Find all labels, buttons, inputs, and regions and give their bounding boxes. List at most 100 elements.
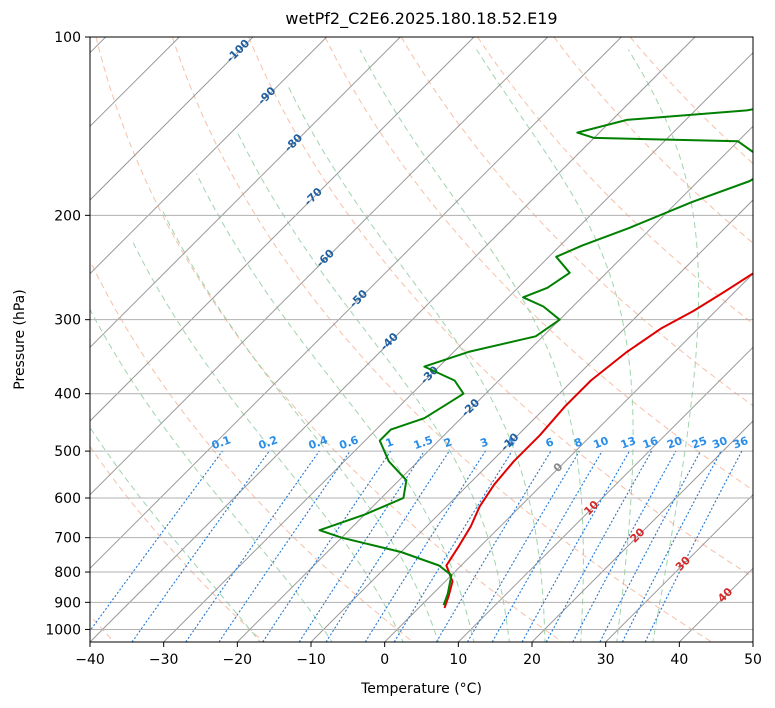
x-tick-label: 40 — [670, 652, 688, 668]
moist-adiabat — [131, 239, 404, 642]
mixing-ratio-line — [218, 450, 351, 642]
y-tick-label: 200 — [54, 208, 81, 224]
mixing-ratio-label: 8 — [572, 435, 584, 450]
mixing-ratio-line — [262, 450, 392, 642]
mixing-ratio-line — [185, 450, 320, 642]
mixing-ratio-label: 20 — [665, 434, 684, 452]
x-tick-label: −20 — [223, 652, 253, 668]
mixing-ratio-line — [364, 450, 486, 642]
mixing-ratio-line — [131, 450, 270, 642]
isotherm-label: -70 — [302, 185, 325, 208]
moist-adiabat — [161, 208, 440, 642]
isotherm-label: -90 — [255, 84, 278, 107]
x-tick-label: 10 — [449, 652, 467, 668]
mixing-ratio-line — [621, 450, 722, 642]
plot-area: 0.1 0.2 0.4 0.6 1 1.5 2 3 4 6 8 10 13 16 20 25 30 36-100-… — [90, 37, 753, 642]
mixing-ratio-label: 13 — [619, 434, 638, 451]
moist-adiabat — [237, 132, 510, 642]
dry-adiabat — [553, 37, 753, 244]
dry-adiabat — [400, 37, 753, 407]
y-tick-label: 500 — [54, 444, 81, 460]
y-tick-label: 1000 — [45, 622, 81, 638]
isotherm-label: -40 — [378, 330, 401, 353]
mixing-ratio-line — [572, 450, 677, 642]
y-axis-label: Pressure (hPa) — [12, 289, 28, 389]
x-tick-label: 30 — [597, 652, 615, 668]
mixing-ratio-label: 4 — [505, 435, 517, 450]
isotherm-label: -10 — [498, 430, 521, 453]
mixing-ratio-line — [644, 450, 743, 642]
isotherm-label: 0 — [551, 460, 566, 475]
dry-adiabat — [90, 445, 264, 642]
isotherm-line — [236, 125, 753, 642]
y-tick-label: 100 — [54, 30, 81, 46]
isotherm-line — [90, 37, 328, 275]
x-tick-label: 50 — [744, 652, 762, 668]
mixing-ratio-line — [298, 450, 425, 642]
temperature-profile — [443, 272, 753, 609]
isotherm-label: 30 — [673, 553, 693, 573]
mixing-ratio-label: 0.2 — [257, 433, 280, 452]
dry-adiabat — [90, 259, 414, 642]
mixing-ratio-label: 0.1 — [210, 433, 233, 452]
mixing-ratio-label: 6 — [544, 435, 556, 450]
isotherm-line — [90, 37, 401, 349]
isotherm-line — [457, 346, 753, 642]
isotherm-label: -20 — [459, 396, 482, 419]
mixing-ratio-labels: 0.1 0.2 0.4 0.6 1 1.5 2 3 4 6 8 10 13 16 20 25 30 36 — [210, 433, 750, 452]
mixing-ratio-line — [467, 450, 580, 642]
isotherm-label: -50 — [347, 287, 370, 310]
isotherm-label: -100 — [224, 37, 253, 66]
x-axis: −40 −30 −20 −10 0 10 20 30 40 50 — [75, 642, 762, 668]
y-tick-label: 300 — [54, 313, 81, 329]
mixing-ratio-line — [90, 450, 223, 632]
dry-adiabat — [171, 37, 712, 642]
isotherm-label: 20 — [628, 525, 648, 545]
y-tick-label: 700 — [54, 531, 81, 547]
isotherm-line — [163, 51, 753, 642]
y-axis: 100 200 300 400 500 600 700 800 900 1000 — [45, 30, 90, 638]
isotherm-line — [678, 567, 753, 642]
y-tick-label: 600 — [54, 491, 81, 507]
mixing-ratio-label: 36 — [731, 434, 750, 452]
moist-adiabat — [195, 173, 475, 642]
chart-title: wetPf2_C2E6.2025.180.18.52.E19 — [285, 9, 557, 29]
mixing-ratio-line — [393, 450, 513, 642]
mixing-ratio-label: 25 — [690, 434, 709, 451]
isotherm-line — [90, 37, 254, 201]
mixing-ratio-label: 3 — [478, 435, 490, 450]
dry-adiabat — [248, 37, 753, 578]
mixing-ratio-label: 10 — [592, 434, 611, 452]
mixing-ratio-label: 0.4 — [307, 433, 330, 452]
isotherm-line — [384, 272, 753, 642]
mixing-ratio-label: 16 — [641, 434, 660, 452]
isotherm-line — [752, 641, 753, 642]
isotherm-line — [531, 420, 753, 642]
y-tick-label: 800 — [54, 565, 81, 581]
isotherm-line — [310, 199, 753, 642]
isotherm-line — [605, 493, 753, 642]
mixing-ratio-label: 1 — [384, 435, 396, 450]
x-tick-label: −30 — [149, 652, 179, 668]
x-axis-label: Temperature (°C) — [360, 681, 482, 697]
x-tick-label: 20 — [523, 652, 541, 668]
mixing-ratio-line — [435, 450, 552, 642]
moist-adiabat — [90, 426, 261, 642]
plot-frame — [89, 36, 754, 643]
mixing-ratio-line — [599, 450, 701, 642]
mixing-ratio-label: 1.5 — [412, 433, 435, 452]
x-tick-label: −10 — [296, 652, 326, 668]
mixing-ratio-line — [521, 450, 630, 642]
mixing-ratio-label: 2 — [442, 435, 454, 450]
dewpoint-profile — [318, 108, 753, 606]
mixing-ratio-line — [325, 450, 450, 642]
y-tick-label: 900 — [54, 595, 81, 611]
x-tick-label: 0 — [380, 652, 389, 668]
y-tick-label: 400 — [54, 387, 81, 403]
isotherm-line — [90, 37, 622, 570]
isotherm-line — [90, 37, 475, 422]
mixing-ratio-line — [545, 450, 653, 642]
x-tick-label: −40 — [75, 652, 105, 668]
